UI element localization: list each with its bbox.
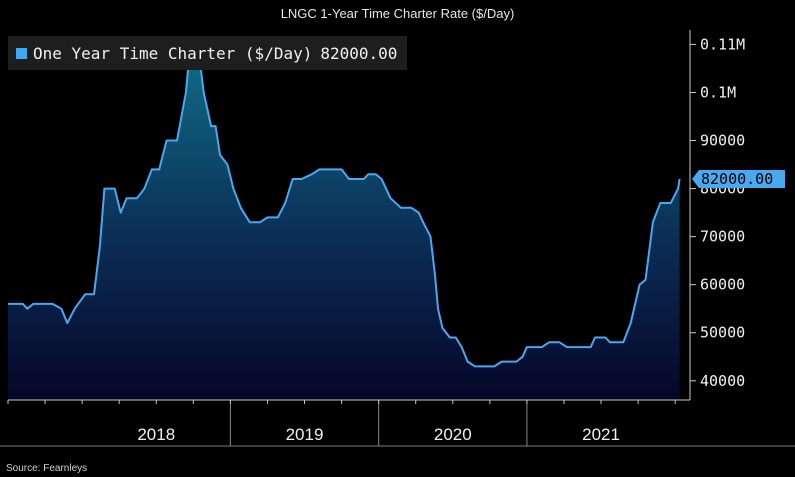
y-tick-label: 0.1M [700,83,736,101]
x-tick-label: 2021 [582,425,620,444]
legend-series-name: One Year Time Charter ($/Day) [33,43,313,63]
y-tick-label: 70000 [700,228,745,246]
x-tick-label: 2019 [286,425,324,444]
legend-swatch [16,47,27,59]
last-value-label: 82000.00 [701,170,773,188]
legend-last-value: 82000.00 [320,43,398,63]
chart-title: LNGC 1-Year Time Charter Rate ($/Day) [280,6,515,21]
x-tick-label: 2020 [434,425,472,444]
x-tick-label: 2018 [137,425,175,444]
series-area-fill [8,44,680,401]
source-note: Source: Fearnleys [6,463,88,474]
y-tick-label: 40000 [700,372,745,390]
series-line [8,43,681,368]
y-tick-label: 50000 [700,324,745,342]
last-value-marker [692,169,785,188]
y-tick-label: 0.11M [700,35,745,53]
y-tick-label: 90000 [700,132,745,150]
y-tick-label: 60000 [700,276,745,294]
chart-legend: One Year Time Charter ($/Day) 82000.00 [8,36,408,70]
